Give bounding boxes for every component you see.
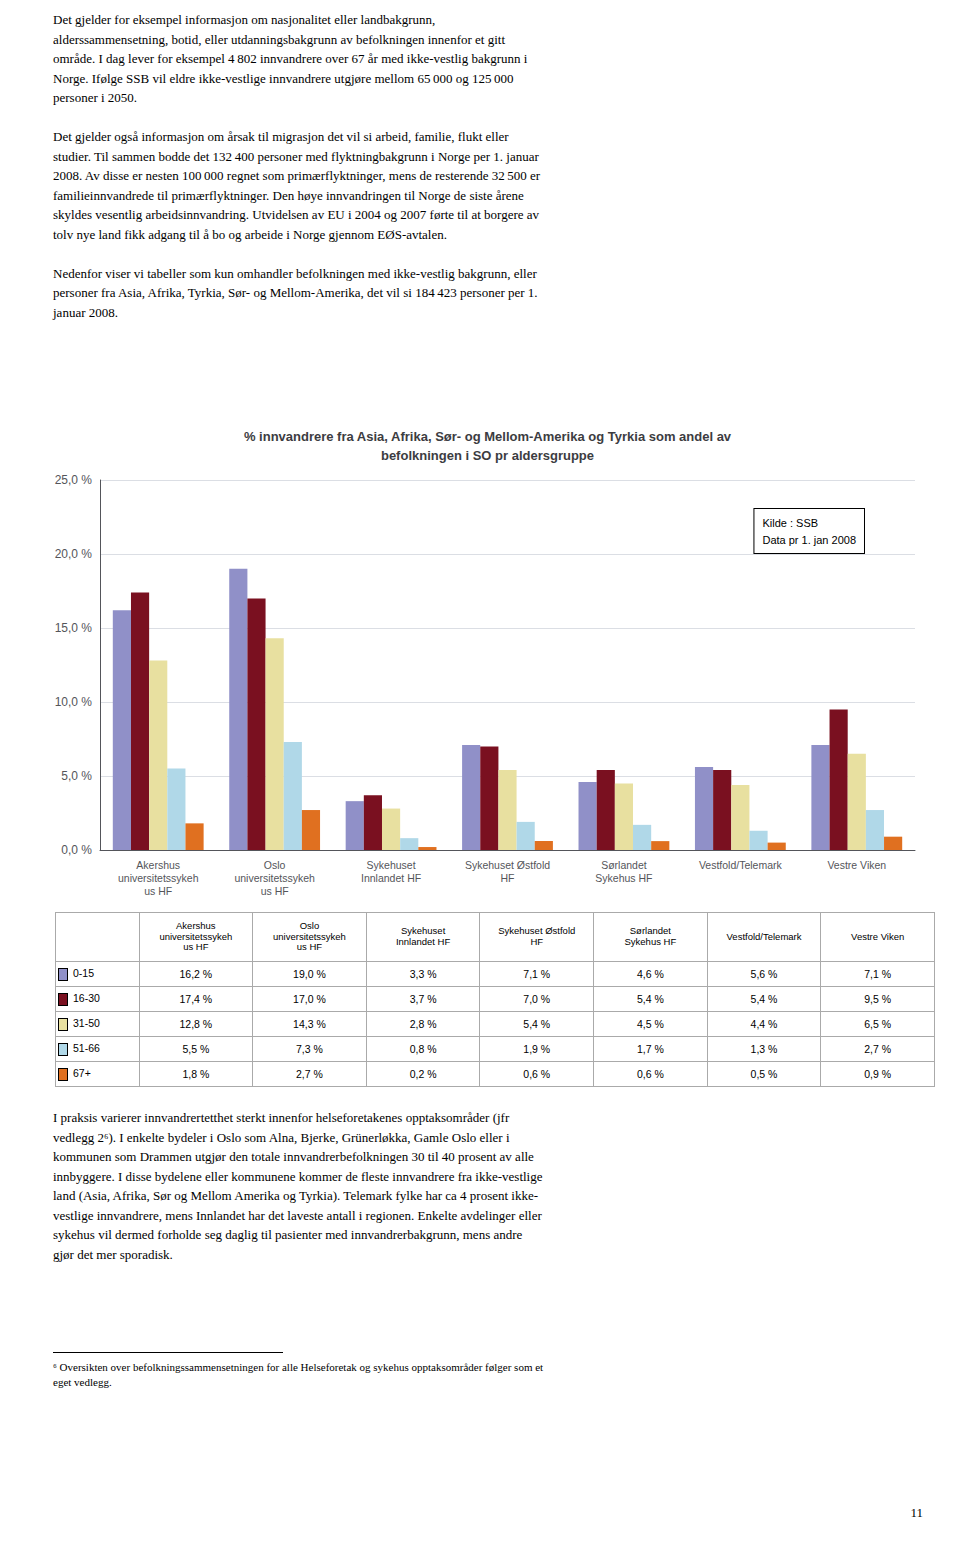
html-text:0-15: 0-15 [73, 967, 94, 980]
html-text:Vestre Viken: Vestre Viken [851, 930, 905, 942]
svg-text:Kilde : SSB: Kilde : SSB [762, 517, 818, 529]
svg-text:Sykehuset Østfold: Sykehuset Østfold [465, 859, 550, 871]
html-text:1,8 %: 1,8 % [182, 1068, 210, 1080]
svg-text:Vestfold/Telemark: Vestfold/Telemark [699, 859, 783, 871]
html-text:4,6 %: 4,6 % [637, 968, 664, 980]
html-text:16,2 %: 16,2 % [179, 968, 213, 980]
html-text:9,5 %: 9,5 % [864, 993, 892, 1005]
html-text:5,4 %: 5,4 % [750, 993, 778, 1005]
svg-text:% innvandrere fra Asia, Afrika: % innvandrere fra Asia, Afrika, Sør- og … [244, 429, 732, 444]
html-text:17,4 %: 17,4 % [179, 993, 213, 1005]
html-text:Det gjelder for eksempel infor: Det gjelder for eksempel informasjon om … [53, 12, 541, 320]
html-text:1,3 %: 1,3 % [750, 1043, 778, 1055]
html-text:17,0 %: 17,0 % [293, 993, 326, 1005]
svg-text:Sørlandet: Sørlandet [601, 859, 647, 871]
svg-text:0,0 %: 0,0 % [61, 843, 92, 857]
svg-text:Vestre Viken: Vestre Viken [827, 859, 886, 871]
html-text:Akershus universitetssykeh us: Akershus universitetssykeh us HF [159, 919, 233, 953]
html-text:19,0 %: 19,0 % [293, 968, 326, 980]
html-text:1,9 %: 1,9 % [523, 1043, 551, 1055]
html-text:2,8 %: 2,8 % [409, 1018, 437, 1030]
html-text:Sørlandet Sykehus HF: Sørlandet Sykehus HF [624, 925, 677, 947]
html-text:4,5 %: 4,5 % [637, 1018, 664, 1030]
html-text:5,6 %: 5,6 % [750, 968, 778, 980]
svg-text:25,0 %: 25,0 % [55, 473, 93, 487]
html-text:7,0 %: 7,0 % [523, 993, 551, 1005]
html-text:Sykehuset Østfold HF: Sykehuset Østfold HF [498, 925, 576, 947]
html-text:7,1 %: 7,1 % [523, 968, 551, 980]
svg-text:Akershus: Akershus [136, 859, 180, 871]
html-text:31-50: 31-50 [73, 1017, 100, 1030]
svg-text:5,0 %: 5,0 % [61, 769, 92, 783]
svg-text:universitetssykeh: universitetssykeh [118, 872, 199, 884]
svg-text:Sykehuset: Sykehuset [367, 859, 416, 871]
svg-text:Oslo: Oslo [264, 859, 286, 871]
html-text:5,4 %: 5,4 % [523, 1018, 551, 1030]
svg-text:us HF: us HF [261, 885, 289, 897]
html-text:0,2 %: 0,2 % [409, 1068, 437, 1080]
svg-text:befolkningen i SO pr aldersgru: befolkningen i SO pr aldersgruppe [381, 448, 594, 463]
svg-text:10,0 %: 10,0 % [55, 695, 93, 709]
svg-text:Data pr 1. jan 2008: Data pr 1. jan 2008 [762, 534, 856, 546]
html-text:7,1 %: 7,1 % [864, 968, 892, 980]
html-text:0,6 %: 0,6 % [637, 1068, 664, 1080]
svg-text:Innlandet HF: Innlandet HF [361, 872, 421, 884]
html-text:14,3 %: 14,3 % [293, 1018, 326, 1030]
html-text:67+: 67+ [73, 1067, 91, 1080]
html-text:5,5 %: 5,5 % [182, 1043, 210, 1055]
svg-text:Sykehus HF: Sykehus HF [595, 872, 652, 884]
html-text:2,7 %: 2,7 % [296, 1068, 323, 1080]
html-text:⁶ Oversikten over befolkningss: ⁶ Oversikten over befolkningssammensetni… [53, 1361, 544, 1389]
html-text:Sykehuset Innlandet HF: Sykehuset Innlandet HF [395, 925, 451, 947]
html-text:I praksis varierer innvandrert: I praksis varierer innvandrertetthet ste… [53, 1110, 543, 1262]
html-text:0,6 %: 0,6 % [523, 1068, 551, 1080]
html-text:0,9 %: 0,9 % [864, 1068, 892, 1080]
html-text:3,3 %: 3,3 % [409, 968, 437, 980]
html-text:Oslo universitetssykeh us HF: Oslo universitetssykeh us HF [273, 919, 346, 953]
html-text:Vestfold/Telemark: Vestfold/Telemark [726, 930, 802, 942]
html-text:12,8 %: 12,8 % [179, 1018, 213, 1030]
svg-text:20,0 %: 20,0 % [55, 547, 93, 561]
html-text:1,7 %: 1,7 % [637, 1043, 664, 1055]
html-text:11: 11 [910, 1505, 923, 1520]
html-text:3,7 %: 3,7 % [409, 993, 437, 1005]
svg-text:us HF: us HF [144, 885, 172, 897]
html-text:51-66: 51-66 [73, 1042, 100, 1055]
svg-text:universitetssykeh: universitetssykeh [234, 872, 315, 884]
svg-text:15,0 %: 15,0 % [55, 621, 93, 635]
html-text:0,8 %: 0,8 % [409, 1043, 437, 1055]
html-text:0,5 %: 0,5 % [750, 1068, 778, 1080]
html-text:4,4 %: 4,4 % [750, 1018, 778, 1030]
svg-text:HF: HF [501, 872, 515, 884]
html-text:2,7 %: 2,7 % [864, 1043, 892, 1055]
html-text:7,3 %: 7,3 % [296, 1043, 323, 1055]
html-text:16-30: 16-30 [73, 992, 100, 1005]
html-text:5,4 %: 5,4 % [637, 993, 664, 1005]
html-text:6,5 %: 6,5 % [864, 1018, 892, 1030]
